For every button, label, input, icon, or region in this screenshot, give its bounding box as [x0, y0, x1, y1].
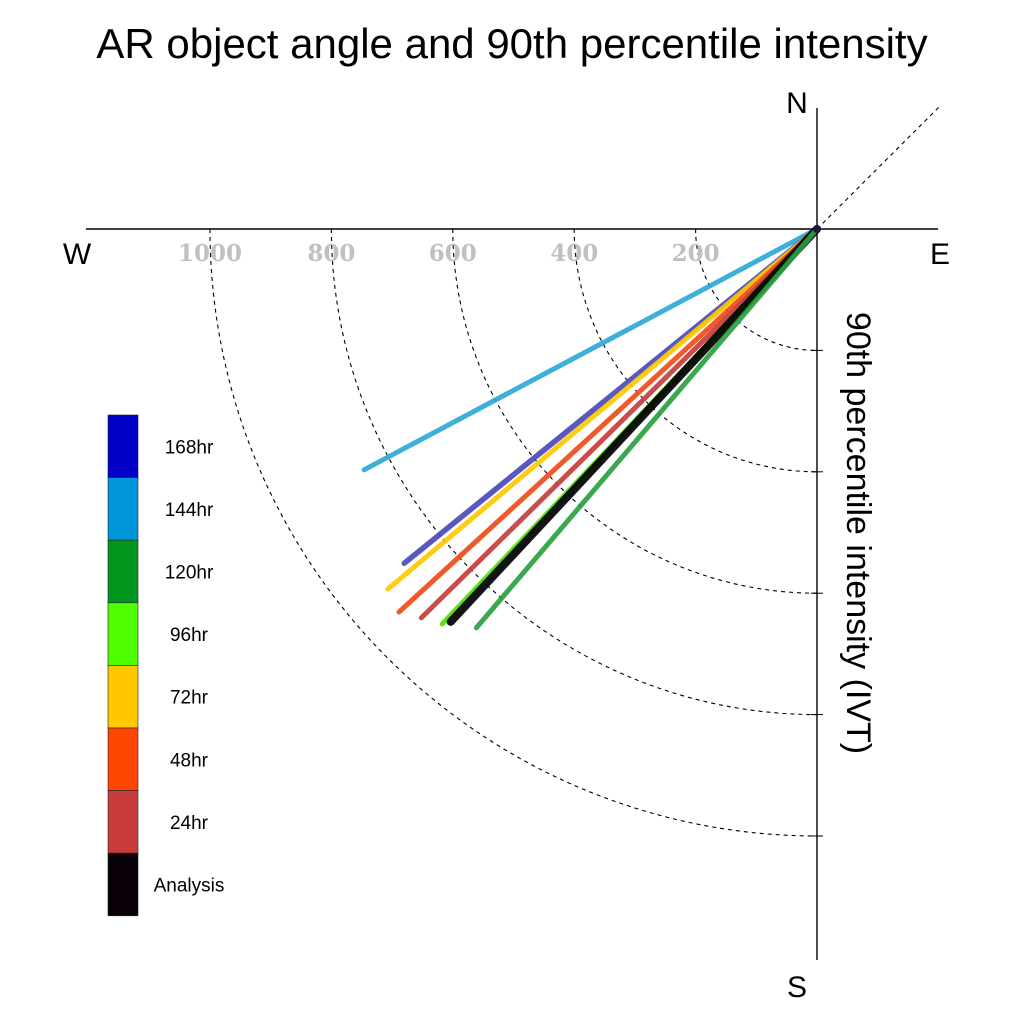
radial-tick-label: 800 [307, 240, 355, 267]
grid-ring-800 [330, 228, 818, 716]
legend-label: 72hr [170, 688, 209, 709]
series-line-analysis [446, 225, 821, 626]
legend-swatch [107, 477, 139, 541]
legend-swatch [107, 852, 139, 917]
legend-swatch [107, 790, 139, 854]
legend-label: Analysis [154, 876, 225, 897]
legend-label: 24hr [170, 813, 209, 834]
radial-grid [209, 105, 941, 837]
compass-east-label: E [930, 238, 950, 271]
series-line-144hr [361, 226, 820, 473]
grid-ring-200 [695, 228, 818, 351]
series-line-120hr [473, 226, 820, 631]
radial-tick-label: 200 [672, 240, 720, 267]
series-line-72hr [385, 226, 820, 592]
y-axis-label: 90th percentile intensity (IVT) [839, 312, 877, 754]
compass-west-label: W [63, 238, 92, 271]
legend-label: 144hr [165, 500, 214, 521]
radial-tick-label: 1000 [178, 240, 242, 267]
legend-label: 168hr [165, 437, 214, 458]
radial-tick-labels: 200 400 600 800 1000 [178, 240, 720, 267]
compass-north-label: N [786, 87, 808, 120]
legend: 168hr 144hr 120hr 96hr 72hr 48hr 24hr Analysis [107, 414, 225, 917]
legend-swatch [107, 727, 139, 791]
radial-tick-label: 600 [429, 240, 477, 267]
series-line-24hr [418, 226, 820, 621]
legend-swatch [107, 539, 139, 604]
chart-title: AR object angle and 90th percentile inte… [96, 20, 927, 67]
legend-swatch [107, 602, 139, 666]
legend-label: 120hr [165, 563, 214, 584]
grid-ring-1000 [209, 228, 818, 837]
legend-label: 48hr [170, 750, 209, 771]
series-lines [361, 225, 821, 631]
series-line-48hr [396, 226, 820, 615]
legend-swatch [107, 414, 139, 478]
compass-south-label: S [787, 971, 807, 1004]
ne-guide-line [816, 105, 941, 230]
origin-marker [813, 225, 821, 233]
radial-tick-label: 400 [550, 240, 598, 267]
legend-label: 96hr [170, 625, 209, 646]
compass-axes [86, 108, 938, 960]
legend-swatch [107, 665, 139, 729]
